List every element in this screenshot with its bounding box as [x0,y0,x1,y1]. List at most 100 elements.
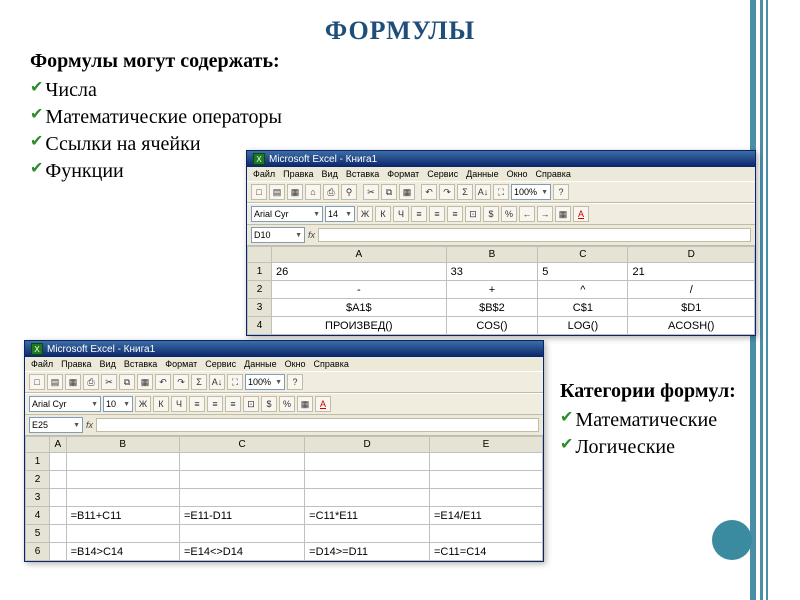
cell[interactable] [429,471,542,489]
fx-icon[interactable]: fx [86,420,93,430]
cell[interactable] [50,543,67,561]
cell[interactable]: ACOSH() [628,317,755,335]
cell[interactable] [179,489,304,507]
font-size-select[interactable]: 10▼ [103,396,133,412]
formula-input[interactable] [96,418,539,432]
cell[interactable]: 5 [538,263,628,281]
cell[interactable] [66,471,179,489]
currency-icon[interactable]: $ [483,206,499,222]
menu-item[interactable]: Правка [61,359,91,369]
cell[interactable] [66,525,179,543]
align-right-icon[interactable]: ≡ [447,206,463,222]
cell[interactable]: - [272,281,447,299]
redo-icon[interactable]: ↷ [173,374,189,390]
cell[interactable] [50,471,67,489]
decrease-indent-icon[interactable]: ← [519,206,535,222]
align-left-icon[interactable]: ≡ [189,396,205,412]
font-name-select[interactable]: Arial Cyr▼ [29,396,101,412]
cell[interactable] [179,525,304,543]
spreadsheet-grid[interactable]: A B C D E 1 2 3 4 =B11+C11 =E11-D11 =C11… [25,436,543,561]
cell[interactable] [50,489,67,507]
chart-icon[interactable]: ⛶ [227,374,243,390]
new-icon[interactable]: □ [29,374,45,390]
sort-icon[interactable]: A↓ [209,374,225,390]
cut-icon[interactable]: ✂ [101,374,117,390]
cell[interactable] [50,453,67,471]
menu-item[interactable]: Сервис [427,169,458,179]
print-icon[interactable]: ⎙ [83,374,99,390]
name-box[interactable]: D10▼ [251,227,305,243]
cell[interactable] [305,453,430,471]
row-header[interactable]: 1 [26,453,50,471]
cell[interactable] [50,525,67,543]
underline-icon[interactable]: Ч [171,396,187,412]
cell[interactable]: =E14/E11 [429,507,542,525]
help-icon[interactable]: ? [287,374,303,390]
menu-item[interactable]: Вставка [124,359,157,369]
fx-icon[interactable]: fx [308,230,315,240]
font-color-icon[interactable]: A [573,206,589,222]
cell[interactable] [50,507,67,525]
underline-icon[interactable]: Ч [393,206,409,222]
cell[interactable]: 33 [446,263,538,281]
menu-item[interactable]: Файл [253,169,275,179]
cell[interactable]: $D1 [628,299,755,317]
cell[interactable]: $B$2 [446,299,538,317]
cell[interactable]: =C11*E11 [305,507,430,525]
cell[interactable] [66,453,179,471]
cell[interactable]: =E14<>D14 [179,543,304,561]
merge-icon[interactable]: ⊡ [465,206,481,222]
preview-icon[interactable]: ⚲ [341,184,357,200]
col-header[interactable]: A [272,247,447,263]
cell[interactable] [429,453,542,471]
select-all-corner[interactable] [248,247,272,263]
menu-item[interactable]: Данные [466,169,499,179]
align-center-icon[interactable]: ≡ [429,206,445,222]
cell[interactable]: 21 [628,263,755,281]
col-header[interactable]: C [179,437,304,453]
cell[interactable]: / [628,281,755,299]
italic-icon[interactable]: К [375,206,391,222]
col-header[interactable]: C [538,247,628,263]
cell[interactable] [429,489,542,507]
cell[interactable]: =C11=C14 [429,543,542,561]
autosum-icon[interactable]: Σ [457,184,473,200]
select-all-corner[interactable] [26,437,50,453]
undo-icon[interactable]: ↶ [155,374,171,390]
align-center-icon[interactable]: ≡ [207,396,223,412]
row-header[interactable]: 2 [26,471,50,489]
align-right-icon[interactable]: ≡ [225,396,241,412]
cell[interactable]: 26 [272,263,447,281]
row-header[interactable]: 3 [26,489,50,507]
menu-item[interactable]: Правка [283,169,313,179]
menu-item[interactable]: Сервис [205,359,236,369]
menu-item[interactable]: Справка [536,169,571,179]
col-header[interactable]: E [429,437,542,453]
cell[interactable]: COS() [446,317,538,335]
undo-icon[interactable]: ↶ [421,184,437,200]
menu-item[interactable]: Формат [165,359,197,369]
cell[interactable]: =B14>C14 [66,543,179,561]
copy-icon[interactable]: ⧉ [381,184,397,200]
font-name-select[interactable]: Arial Cyr▼ [251,206,323,222]
save-icon[interactable]: ▦ [65,374,81,390]
save-icon[interactable]: ▦ [287,184,303,200]
formula-input[interactable] [318,228,751,242]
cell[interactable] [429,525,542,543]
col-header[interactable]: B [66,437,179,453]
paste-icon[interactable]: ▦ [399,184,415,200]
open-icon[interactable]: ▤ [47,374,63,390]
menu-item[interactable]: Окно [285,359,306,369]
row-header[interactable]: 4 [26,507,50,525]
row-header[interactable]: 2 [248,281,272,299]
cell[interactable]: $A1$ [272,299,447,317]
menu-item[interactable]: Вид [100,359,116,369]
bold-icon[interactable]: Ж [357,206,373,222]
percent-icon[interactable]: % [501,206,517,222]
cell[interactable]: ^ [538,281,628,299]
cell[interactable] [66,489,179,507]
cell[interactable] [179,453,304,471]
name-box[interactable]: E25▼ [29,417,83,433]
menu-item[interactable]: Формат [387,169,419,179]
menu-item[interactable]: Справка [314,359,349,369]
